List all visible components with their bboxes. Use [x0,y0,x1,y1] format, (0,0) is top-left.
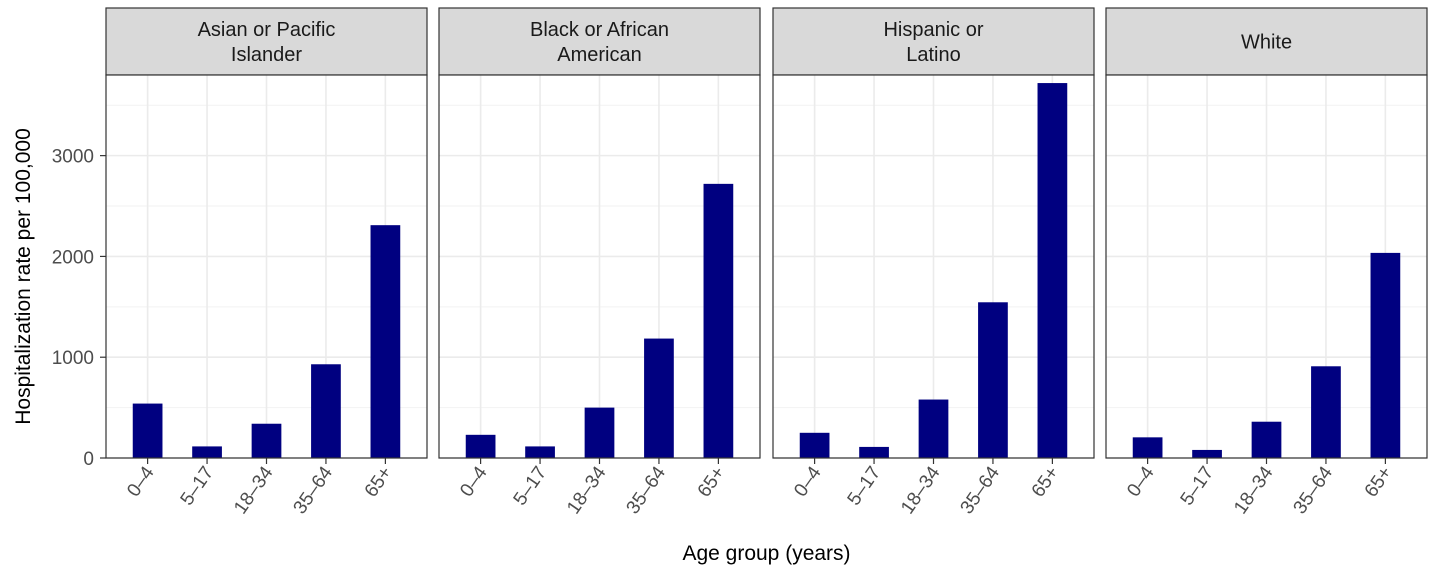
y-tick-label: 3000 [52,147,94,168]
x-tick-label: 0–4 [790,462,826,500]
x-tick-label: 5–17 [510,463,551,510]
facet-strip [772,7,1095,76]
x-tick-label: 65+ [694,463,730,501]
x-tick-label: 35–64 [290,462,338,518]
x-tick-label: 65+ [1028,463,1064,501]
x-tick-label: 18–34 [897,462,945,518]
y-tick-label: 1000 [52,348,94,369]
facet-panel: Hispanic or Latino 0–4 5–17 18–34 35–64 65+ [772,7,1095,518]
y-tick-label: 0 [83,449,94,470]
x-tick-label: 65+ [361,463,397,501]
x-tick-label: 18–34 [1230,462,1278,518]
bar [192,446,222,458]
x-tick-label: 5–17 [177,463,218,510]
facet-strip [438,7,761,76]
bar [525,446,555,458]
x-tick-label: 0–4 [1123,462,1159,500]
facet-title-line: Islander [231,44,302,66]
bar [1037,83,1068,458]
facet-panel: Black or African American 0–4 5–17 18–34 35–6… [438,7,761,518]
bar [1132,437,1163,458]
x-tick-label: 35–64 [957,462,1005,518]
bar [584,407,615,458]
facet-title-line: Black or African [530,19,669,41]
bar [1370,252,1401,458]
x-tick-label: 5–17 [844,463,885,510]
bar [978,302,1008,458]
facet-strip [105,7,428,76]
bar [311,364,341,458]
y-tick-label: 2000 [52,247,94,268]
bar [1251,421,1282,458]
x-tick-label: 18–34 [230,462,278,518]
facet-title-line: White [1241,32,1292,54]
bar [370,225,401,458]
facet-panel: Asian or Pacific Islander 0–4 5–17 18–34 35–6… [105,7,428,518]
bar [703,183,734,458]
x-tick-label: 0–4 [123,462,159,500]
facet-title-line: Hispanic or [883,19,983,41]
bar [1311,366,1341,458]
bar [465,434,496,458]
x-axis-title: Age group (years) [682,542,850,565]
facet-title-line: Asian or Pacific [198,19,336,41]
bar [918,399,949,458]
bar [251,423,282,458]
x-tick-label: 35–64 [623,462,671,518]
facet-title-line: American [557,44,641,66]
x-tick-label: 65+ [1361,463,1397,501]
facet-title-line: Latino [906,44,961,66]
x-tick-label: 35–64 [1290,462,1338,518]
x-tick-label: 18–34 [563,462,611,518]
x-tick-label: 0–4 [456,462,492,500]
bar [799,432,830,458]
facet-panel: White 0–4 5–17 18–34 35–64 65+ [1105,7,1428,518]
bar [132,403,163,458]
bar [1192,449,1222,458]
x-tick-label: 5–17 [1177,463,1218,510]
facet-strip [1105,7,1428,76]
bar [644,338,674,458]
bar [859,446,889,458]
y-axis-title: Hospitalization rate per 100,000 [12,128,35,425]
